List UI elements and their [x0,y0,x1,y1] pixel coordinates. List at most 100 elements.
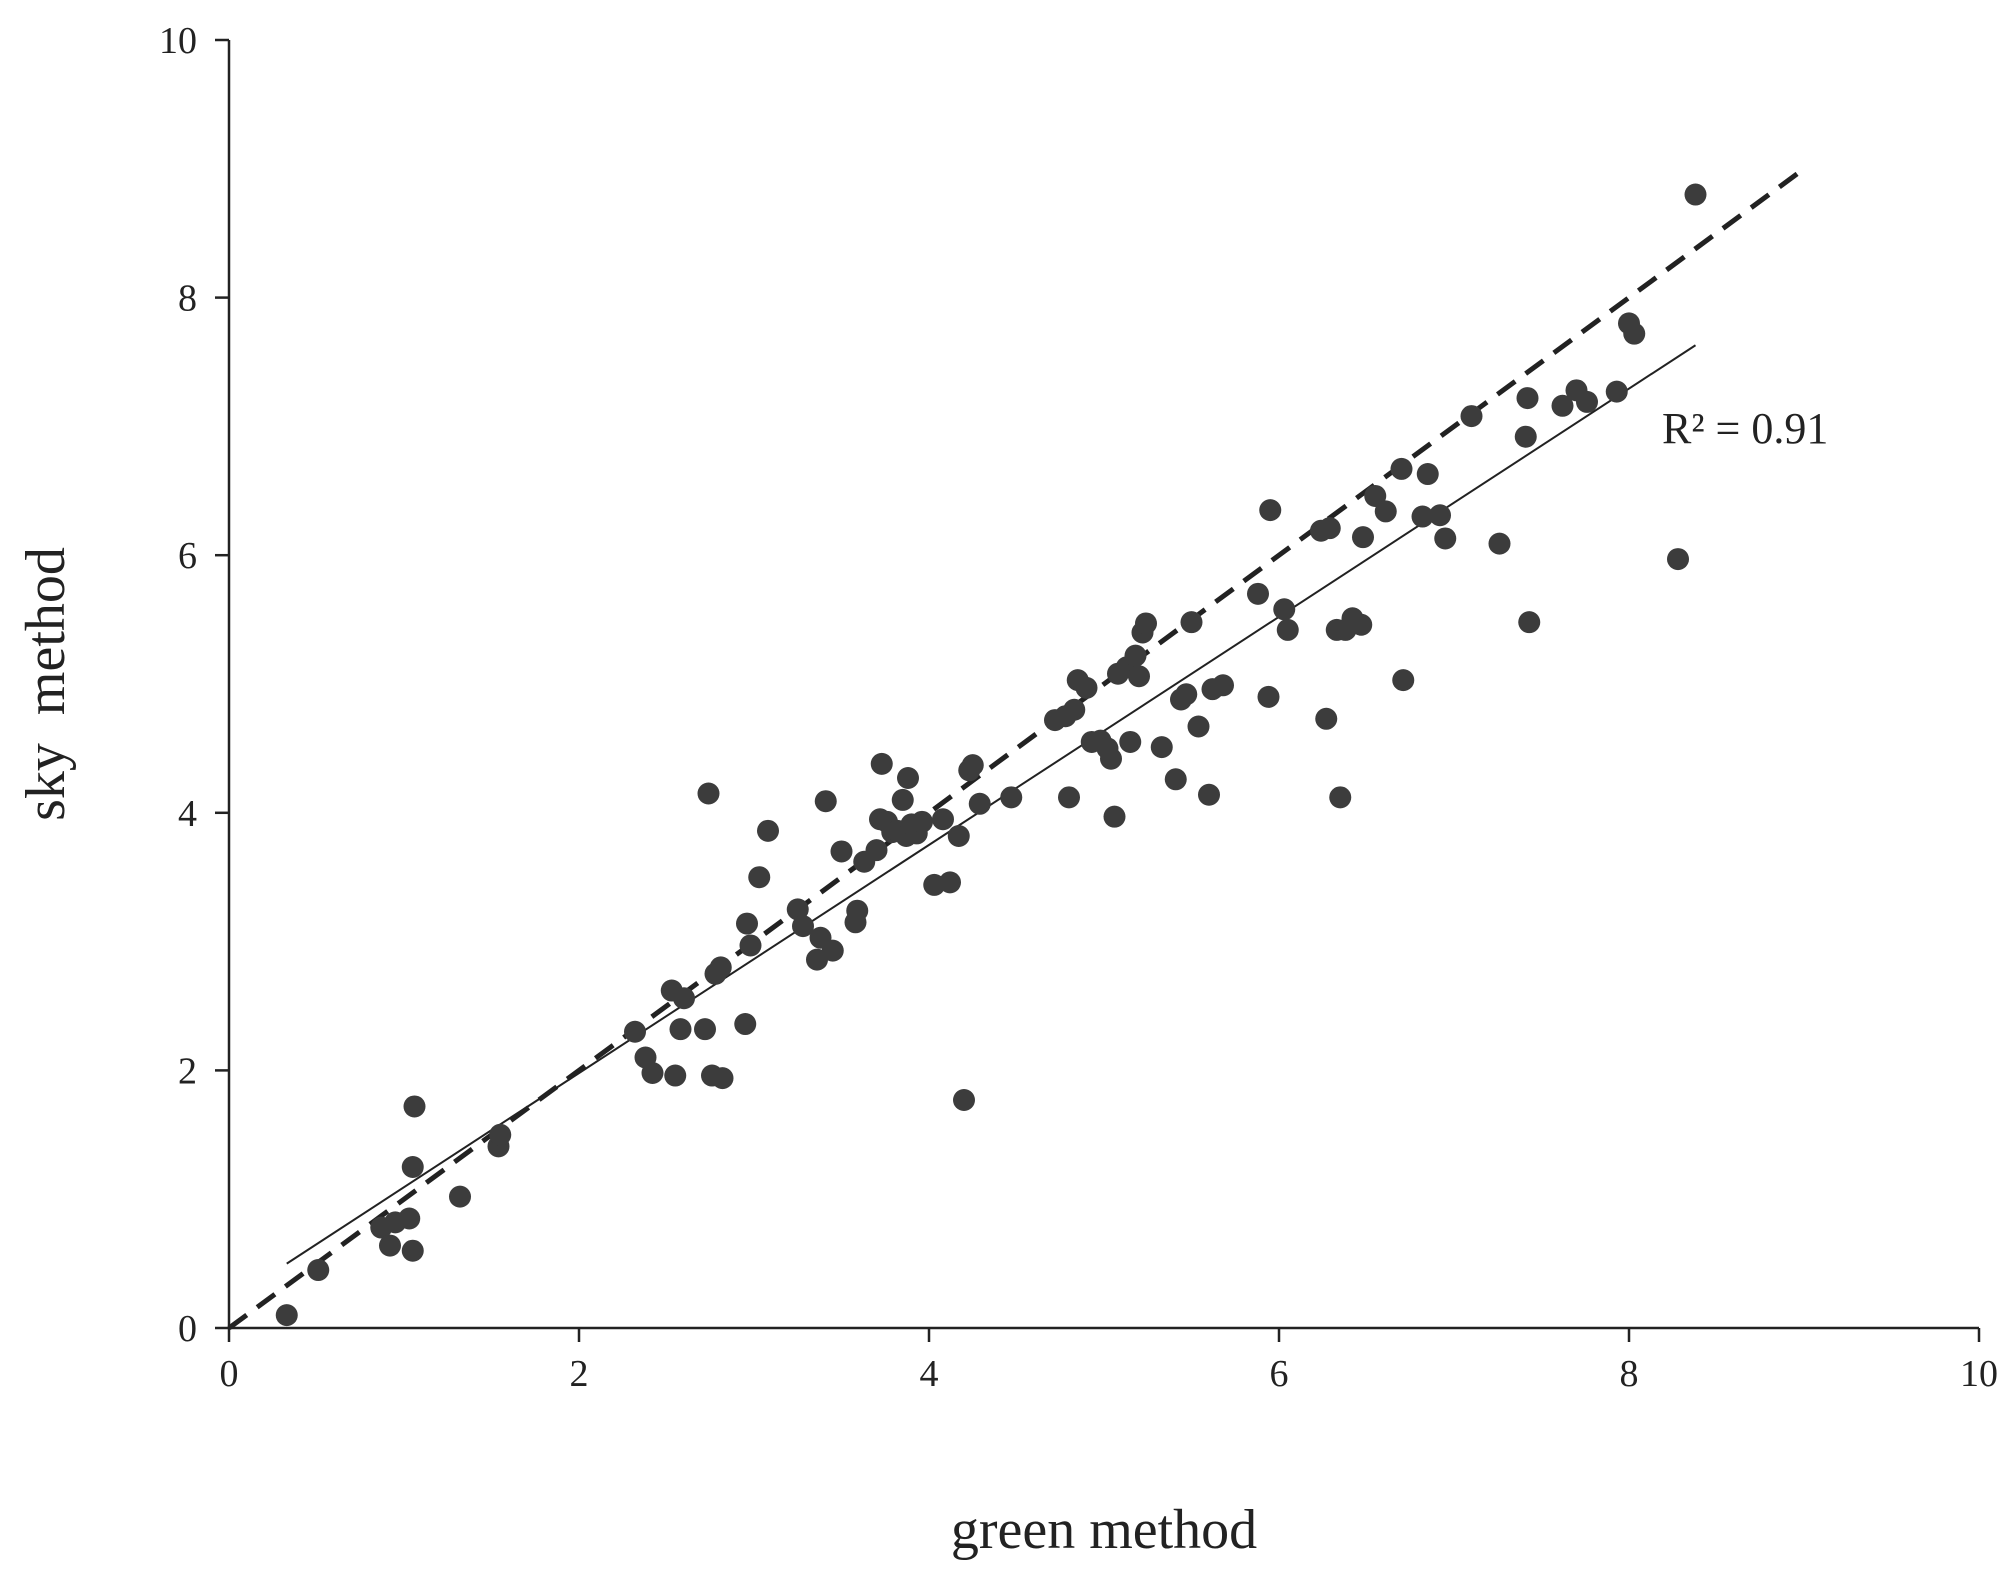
x-axis-title: green method [951,1499,1257,1561]
x-tick-label: 2 [570,1353,589,1395]
data-point [961,754,984,777]
data-point [1164,768,1187,791]
data-point [1175,683,1198,706]
data-point [891,788,914,811]
data-point [1212,674,1234,697]
data-point [401,1156,424,1178]
data-point [489,1123,512,1146]
data-point [1150,736,1173,759]
data-point [398,1207,421,1230]
identity-reference-line [227,166,1806,1331]
data-point [694,1018,716,1041]
data-point [1551,394,1574,417]
data-point [403,1095,426,1118]
data-point [1416,463,1439,486]
data-point [1315,707,1338,730]
data-point [870,752,893,775]
data-point [1605,380,1628,403]
data-point [1187,715,1210,738]
data-point [1518,611,1541,634]
data-point [1329,786,1352,809]
data-point [739,934,762,957]
data-point [1684,183,1707,206]
data-point [792,915,814,938]
axis-ticks: 0 2 4 6 8 10 0 2 4 6 8 10 [159,20,1998,1395]
x-tick-label: 0 [220,1353,239,1395]
y-tick-label: 4 [178,793,197,835]
y-axis-title: sky method [15,547,77,821]
y-tick-label: 0 [178,1308,197,1350]
data-point [734,1013,757,1036]
data-point [1364,484,1387,507]
data-point [1058,786,1080,809]
data-point [1100,747,1122,770]
data-point [1411,505,1434,528]
data-point [1434,527,1457,550]
data-point [897,767,919,790]
data-point [1460,405,1483,428]
data-point [711,1067,734,1090]
data-point [1667,548,1689,571]
data-point [757,819,779,842]
data-point [1180,611,1203,634]
data-point [709,956,732,979]
y-tick-label: 8 [178,278,197,320]
data-point [1392,669,1415,692]
data-point [673,987,695,1010]
data-point [1119,730,1142,753]
data-point [1103,805,1126,828]
data-point [953,1089,975,1112]
x-tick-label: 10 [1960,1353,1998,1395]
data-point [1623,322,1646,345]
data-point [1350,613,1373,636]
data-point [736,912,758,935]
data-point [1257,685,1280,708]
data-point [1516,387,1539,410]
data-point [1063,698,1086,721]
data-point [1273,598,1296,621]
data-point [1259,499,1282,522]
data-point [1488,532,1511,555]
plot-area: 0 2 4 6 8 10 0 2 4 6 8 10 R² = 0.91 [159,20,1998,1395]
x-tick-label: 4 [920,1353,939,1395]
data-point [664,1064,687,1087]
data-point [968,792,991,815]
data-point [1247,582,1269,605]
data-point [275,1304,298,1327]
data-point [1374,500,1397,523]
y-tick-label: 10 [159,20,197,62]
data-point [1352,526,1374,549]
x-tick-label: 8 [1620,1353,1639,1395]
data-point [865,839,888,862]
data-point [947,824,970,847]
data-point [624,1020,646,1043]
data-point [379,1234,401,1257]
data-point [821,939,844,962]
data-point [786,898,809,921]
data-point [401,1239,424,1262]
data-point [846,899,869,922]
data-point [830,840,853,863]
data-point [1198,783,1220,806]
data-point [1075,676,1098,699]
data-point [1429,504,1451,527]
regression-fit-line [286,344,1697,1265]
data-point [697,782,720,805]
data-point [449,1185,471,1208]
y-tick-label: 6 [178,535,197,577]
data-point [1000,786,1023,809]
data-point [641,1061,664,1084]
data-point [911,810,933,833]
data-point [307,1259,330,1282]
data-point [1576,390,1598,413]
x-tick-label: 6 [1270,1353,1289,1395]
data-point [932,808,954,831]
data-point [1514,425,1537,448]
data-point [939,871,961,894]
data-point [814,790,837,813]
r-squared-annotation: R² = 0.91 [1662,404,1828,453]
data-point [1276,618,1299,641]
data-point [669,1018,692,1041]
data-point [1124,644,1147,667]
